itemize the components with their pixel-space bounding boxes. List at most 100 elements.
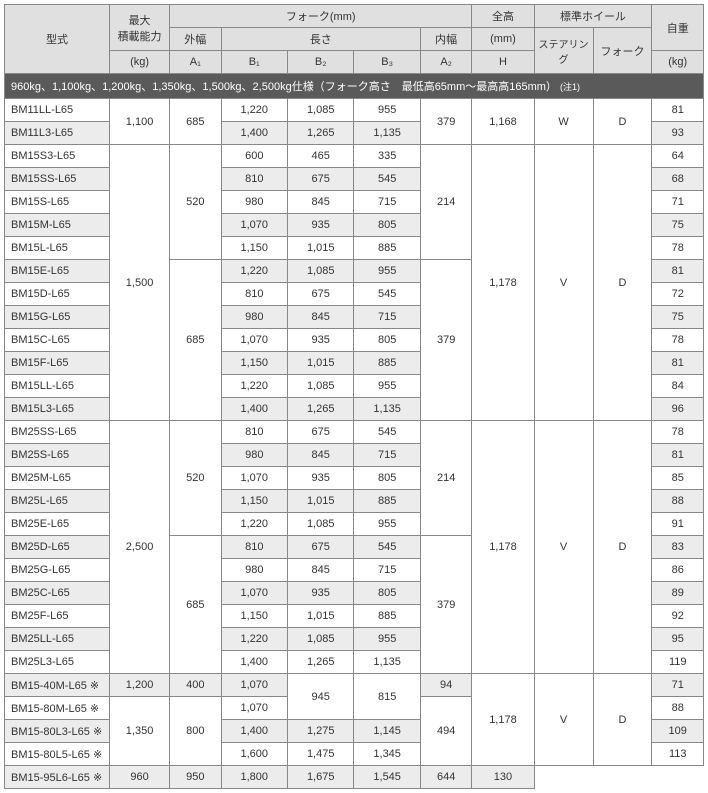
- cell: 81: [652, 352, 704, 375]
- cell: 1,265: [287, 398, 353, 421]
- spec-table: 型式 最大 積載能力 フォーク(mm) 全高 標準ホイール 自重 外幅 長さ 内…: [4, 4, 704, 789]
- cell: 715: [354, 559, 420, 582]
- cell: 1,178: [472, 145, 534, 421]
- cell: BM15-80L5-L65 ※: [5, 743, 110, 766]
- cell: 93: [652, 122, 704, 145]
- cell: 1,500: [110, 145, 170, 421]
- cell: BM25D-L65: [5, 536, 110, 559]
- cell: 95: [652, 628, 704, 651]
- cell: V: [534, 674, 593, 766]
- cell: 675: [287, 283, 353, 306]
- cell: 845: [287, 559, 353, 582]
- cell: BM15F-L65: [5, 352, 110, 375]
- section-row: 960kg、1,100kg、1,200kg、1,350kg、1,500kg、2,…: [5, 74, 704, 99]
- cell: 935: [287, 214, 353, 237]
- cell: 685: [170, 99, 221, 145]
- cell: BM25E-L65: [5, 513, 110, 536]
- table-row: BM15-95L6-L65 ※9609501,8001,6751,5456441…: [5, 766, 704, 789]
- cell: 1,400: [221, 122, 287, 145]
- cell: 1,200: [110, 674, 170, 697]
- cell: 545: [354, 283, 420, 306]
- cell: 1,400: [221, 651, 287, 674]
- cell: 1,150: [221, 237, 287, 260]
- cell: 88: [652, 490, 704, 513]
- cell: BM15-80L3-L65 ※: [5, 720, 110, 743]
- cell: 91: [652, 513, 704, 536]
- cell: 955: [354, 375, 420, 398]
- cell: 1,220: [221, 99, 287, 122]
- cell: 1,220: [221, 260, 287, 283]
- table-row: BM11LL-L651,1006851,2201,0859553791,168W…: [5, 99, 704, 122]
- cell: D: [593, 99, 652, 145]
- cell: BM15S-L65: [5, 191, 110, 214]
- cell: 810: [221, 536, 287, 559]
- cell: 75: [652, 306, 704, 329]
- cell: 805: [354, 214, 420, 237]
- hdr-steering: ステアリング: [534, 28, 593, 74]
- cell: 1,600: [221, 743, 287, 766]
- cell: 945: [287, 674, 353, 720]
- cell: 1,150: [221, 605, 287, 628]
- cell: 109: [652, 720, 704, 743]
- cell: BM25G-L65: [5, 559, 110, 582]
- hdr-fork-group: フォーク(mm): [170, 5, 472, 28]
- cell: 1,275: [287, 720, 353, 743]
- cell: 1,675: [287, 766, 353, 789]
- cell: BM15D-L65: [5, 283, 110, 306]
- cell: 715: [354, 444, 420, 467]
- cell: 980: [221, 559, 287, 582]
- t: 最大: [129, 15, 151, 27]
- table-header: 型式 最大 積載能力 フォーク(mm) 全高 標準ホイール 自重 外幅 長さ 内…: [5, 5, 704, 74]
- hdr-cap-unit: (kg): [110, 51, 170, 74]
- cell: 600: [221, 145, 287, 168]
- cell: 715: [354, 306, 420, 329]
- cell: 92: [652, 605, 704, 628]
- hdr-weight: 自重: [652, 5, 704, 51]
- cell: 545: [354, 536, 420, 559]
- cell: 1,070: [221, 697, 287, 720]
- cell: BM25SS-L65: [5, 421, 110, 444]
- cell: 75: [652, 214, 704, 237]
- cell: 1,400: [221, 720, 287, 743]
- cell: BM25F-L65: [5, 605, 110, 628]
- cell: 94: [420, 674, 471, 697]
- cell: 1,015: [287, 352, 353, 375]
- cell: 885: [354, 237, 420, 260]
- cell: 980: [221, 191, 287, 214]
- cell: 1,145: [354, 720, 420, 743]
- hdr-length: 長さ: [221, 28, 420, 51]
- cell: 1,015: [287, 237, 353, 260]
- cell: 81: [652, 260, 704, 283]
- cell: 1,070: [221, 329, 287, 352]
- hdr-a1: A₁: [170, 51, 221, 74]
- cell: 955: [354, 513, 420, 536]
- cell: BM25LL-L65: [5, 628, 110, 651]
- cell: 214: [420, 421, 471, 536]
- cell: BM15-40M-L65 ※: [5, 674, 110, 697]
- cell: 85: [652, 467, 704, 490]
- cell: 2,500: [110, 421, 170, 674]
- table-row: BM25SS-L652,5005208106755452141,178VD78: [5, 421, 704, 444]
- cell: 885: [354, 352, 420, 375]
- cell: 1,545: [354, 766, 420, 789]
- hdr-model: 型式: [5, 5, 110, 74]
- cell: 379: [420, 260, 471, 421]
- cell: 113: [652, 743, 704, 766]
- cell: 935: [287, 329, 353, 352]
- cell: 1,085: [287, 628, 353, 651]
- cell: 520: [170, 145, 221, 260]
- cell: 815: [354, 674, 420, 720]
- hdr-inner-width: 内幅: [420, 28, 471, 51]
- cell: 685: [170, 260, 221, 421]
- cell: 980: [221, 306, 287, 329]
- cell: 84: [652, 375, 704, 398]
- cell: D: [593, 145, 652, 421]
- cell: 545: [354, 421, 420, 444]
- cell: BM15-95L6-L65 ※: [5, 766, 110, 789]
- cell: 810: [221, 421, 287, 444]
- cell: 1,178: [472, 674, 534, 766]
- hdr-h: H: [472, 51, 534, 74]
- cell: 1,220: [221, 513, 287, 536]
- cell: 72: [652, 283, 704, 306]
- hdr-height-unit: (mm): [472, 28, 534, 51]
